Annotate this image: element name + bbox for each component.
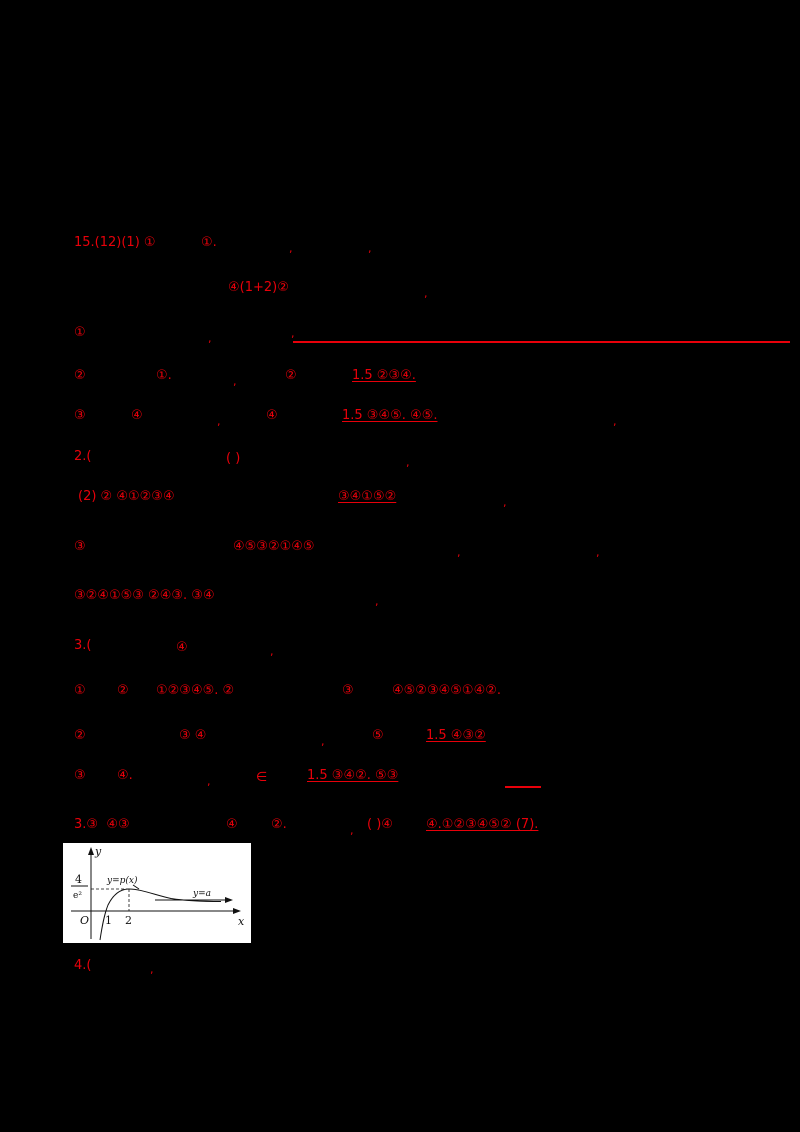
text-fragment: ③ xyxy=(342,683,354,698)
text-fragment: ② xyxy=(117,683,129,698)
text-fragment: ①. xyxy=(156,368,172,383)
function-graph-figure: 4 e² y x O 1 2 y=p(x) y=a xyxy=(63,843,251,943)
text-fragment: , xyxy=(406,456,410,469)
text-fragment: ①②③④⑤. ② xyxy=(156,683,235,698)
text-fragment: ①. xyxy=(201,235,217,250)
text-fragment: , xyxy=(503,496,507,509)
text-fragment: ③②④①⑤③ ②④③. ③④ xyxy=(74,588,215,603)
text-fragment: ④ xyxy=(226,817,238,832)
text-fragment: ( )④ xyxy=(367,817,393,832)
text-fragment: , xyxy=(270,645,274,658)
text-fragment: ⑤ xyxy=(372,728,384,743)
origin-label: O xyxy=(80,914,89,927)
text-fragment: ( ) xyxy=(226,451,241,466)
text-fragment: , xyxy=(217,415,221,428)
text-fragment: ③ ④ xyxy=(179,728,207,743)
text-fragment: ② xyxy=(285,368,297,383)
text-fragment: ④. xyxy=(117,768,133,783)
text-fragment: ∈ xyxy=(256,770,268,785)
text-fragment: 2.( xyxy=(74,449,92,464)
tick-1-label: 1 xyxy=(105,914,112,927)
text-fragment: , xyxy=(613,415,617,428)
text-fragment: , xyxy=(424,287,428,300)
text-fragment: ① xyxy=(74,683,86,698)
hline-label: y=a xyxy=(192,889,211,899)
curve-label: y=p(x) xyxy=(106,875,138,886)
text-fragment: , xyxy=(350,824,354,837)
y-axis-arrow-icon xyxy=(88,847,94,855)
text-fragment: 3.( xyxy=(74,638,92,653)
text-fragment: ④ xyxy=(176,640,188,655)
text-fragment: 15.(12)(1) ① xyxy=(74,235,156,250)
text-fragment: ④ xyxy=(131,408,143,423)
text-fragment: 1.5 ③④②. ⑤③ xyxy=(307,768,399,783)
text-fragment: 1.5 ③④⑤. ④⑤. xyxy=(342,408,438,423)
curve-label-pointer xyxy=(132,884,140,890)
text-fragment: ④⑤②③④⑤①④②. xyxy=(392,683,502,698)
text-fragment: 1.5 ④③② xyxy=(426,728,486,743)
red-underline xyxy=(505,786,541,788)
red-underline xyxy=(293,341,790,343)
text-fragment: 1.5 ②③④. xyxy=(352,368,416,383)
text-fragment: , xyxy=(289,242,293,255)
text-fragment: ④(1+2)② xyxy=(228,280,289,295)
frac-numerator: 4 xyxy=(75,873,82,886)
text-fragment: , xyxy=(208,332,212,345)
text-fragment: ②. xyxy=(271,817,287,832)
text-fragment: 4.( xyxy=(74,958,92,973)
text-fragment: , xyxy=(368,242,372,255)
text-fragment: ④ xyxy=(266,408,278,423)
text-fragment: 3.③ ④③ xyxy=(74,817,130,832)
text-fragment: ③ xyxy=(74,408,86,423)
text-fragment: ③④①⑤② xyxy=(338,489,397,504)
y-axis-label: y xyxy=(94,845,102,858)
hline-arrow-icon xyxy=(225,897,233,903)
text-fragment: , xyxy=(291,327,295,340)
tick-2-label: 2 xyxy=(125,914,132,927)
text-fragment: , xyxy=(150,963,154,976)
text-fragment: ③ xyxy=(74,768,86,783)
text-fragment: ① xyxy=(74,325,86,340)
text-fragment: , xyxy=(321,735,325,748)
text-fragment: ② xyxy=(74,368,86,383)
x-axis-arrow-icon xyxy=(233,908,241,914)
text-fragment: ④⑤③②①④⑤ xyxy=(233,539,315,554)
text-fragment: , xyxy=(375,595,379,608)
text-fragment: ④.①②③④⑤② (7). xyxy=(426,817,539,832)
x-axis-label: x xyxy=(238,915,245,928)
text-fragment: , xyxy=(207,775,211,788)
frac-denominator: e² xyxy=(73,891,82,901)
text-fragment: , xyxy=(233,375,237,388)
text-fragment: , xyxy=(457,546,461,559)
text-fragment: ② xyxy=(74,728,86,743)
text-fragment: ③ xyxy=(74,539,86,554)
text-fragment: (2) ② ④①②③④ xyxy=(78,489,175,504)
text-fragment: , xyxy=(596,546,600,559)
function-graph: 4 e² y x O 1 2 y=p(x) y=a xyxy=(71,845,245,941)
